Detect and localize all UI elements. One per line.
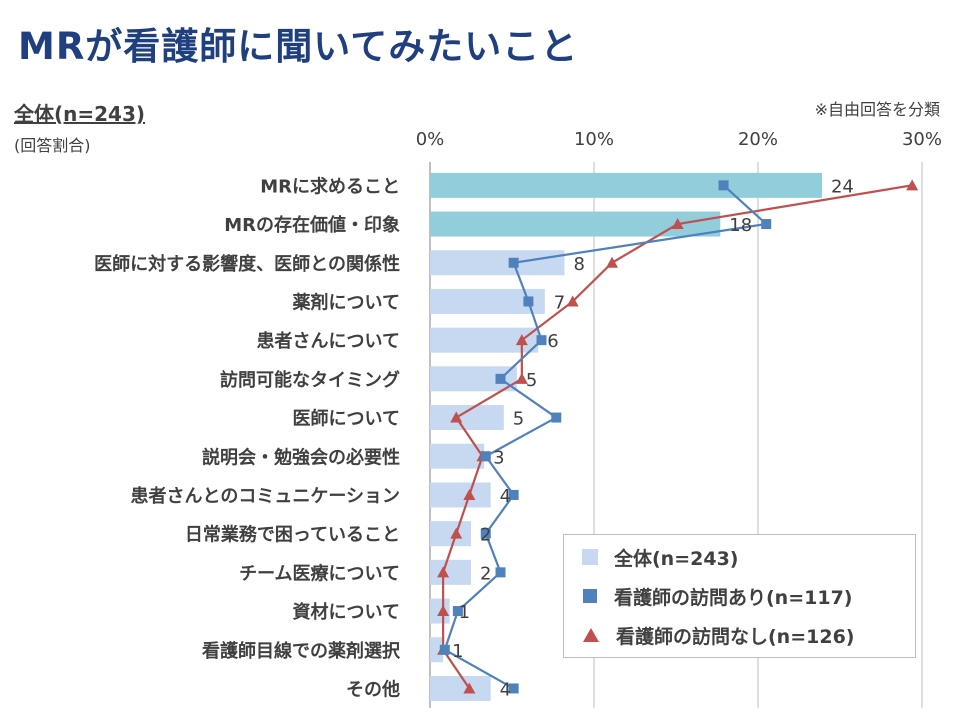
data-point (480, 451, 491, 462)
data-point (463, 682, 476, 694)
data-point (515, 334, 528, 346)
category-label: 薬剤について (293, 291, 400, 313)
bar (430, 559, 471, 585)
category-label: MRの存在価値・印象 (224, 214, 400, 236)
data-label: 1 (452, 641, 463, 662)
x-tick-label: 0% (416, 129, 445, 150)
data-label: 2 (480, 525, 491, 546)
series-line (443, 184, 769, 690)
data-point (450, 527, 463, 539)
data-label: 4 (500, 486, 511, 507)
data-point (495, 373, 506, 384)
category-label: 説明会・勉強会の必要性 (202, 446, 400, 468)
legend-label-not-visited: 看護師の訪問なし(n=126) (616, 625, 855, 648)
data-point (437, 566, 450, 578)
bar (430, 405, 504, 431)
bar (430, 675, 491, 701)
data-point (437, 605, 450, 617)
data-label: 24 (831, 176, 854, 197)
x-tick-label: 20% (738, 129, 778, 150)
sample-size-label: 全体(n=243) (14, 102, 146, 126)
legend-item-visited: 看護師の訪問あり(n=117) (582, 584, 853, 609)
data-label: 18 (729, 215, 752, 236)
data-point (508, 489, 519, 500)
chart-legend: 全体(n=243) 看護師の訪問あり(n=117) 看護師の訪問なし(n=126… (563, 534, 916, 658)
bar (430, 482, 491, 508)
data-label: 2 (480, 563, 491, 584)
x-tick-label: 10% (574, 129, 614, 150)
bar (430, 172, 822, 198)
category-label: 資材について (293, 601, 400, 623)
unit-note: (回答割合) (14, 136, 91, 155)
data-point (463, 488, 476, 500)
data-label: 7 (554, 292, 565, 313)
category-label: 看護師目線での薬剤選択 (201, 640, 401, 662)
classification-note: ※自由回答を分類 (814, 100, 940, 119)
category-label: 訪問可能なタイミング (220, 369, 400, 391)
category-label: 医師に対する影響度、医師との関係性 (94, 253, 400, 275)
data-point (480, 528, 491, 539)
series-line (442, 184, 913, 690)
data-point (515, 372, 528, 384)
bar (430, 443, 485, 469)
bar (430, 521, 471, 547)
legend-swatch-overall (582, 549, 598, 565)
data-label: 5 (513, 409, 524, 430)
legend-swatch-not-visited (583, 628, 599, 642)
data-point (508, 683, 519, 694)
data-label: 3 (493, 447, 504, 468)
legend-item-overall: 全体(n=243) (582, 545, 739, 570)
category-label: その他 (346, 678, 400, 700)
category-label: 医師について (293, 408, 400, 430)
bar (430, 211, 721, 237)
data-point (450, 411, 463, 423)
data-point (761, 219, 772, 230)
legend-label-visited: 看護師の訪問あり(n=117) (614, 586, 853, 609)
legend-label-overall: 全体(n=243) (614, 547, 739, 570)
bar (430, 250, 565, 276)
data-point (718, 180, 729, 191)
bar (430, 637, 444, 663)
data-point (523, 296, 534, 307)
bar (430, 598, 450, 624)
page-title: MRが看護師に聞いてみたいこと (18, 25, 579, 68)
data-point (508, 257, 519, 268)
data-label: 6 (547, 331, 558, 352)
data-point (452, 606, 463, 617)
data-point (536, 335, 547, 346)
category-label: 患者さんとのコミュニケーション (131, 486, 400, 507)
data-point (495, 567, 506, 578)
data-point (439, 644, 450, 655)
data-point (606, 256, 619, 268)
category-label: MRに求めること (260, 175, 400, 197)
category-label: 日常業務で困っていること (185, 524, 400, 546)
category-label: チーム医療について (239, 562, 400, 584)
data-point (551, 412, 562, 423)
data-label: 1 (459, 602, 470, 623)
data-point (566, 295, 579, 307)
data-point (906, 179, 919, 191)
legend-swatch-visited (583, 589, 597, 603)
data-label: 5 (526, 370, 537, 391)
data-point (671, 218, 684, 230)
x-tick-label: 30% (902, 129, 942, 150)
data-label: 4 (500, 679, 511, 700)
category-label: 患者さんについて (257, 331, 400, 352)
data-label: 8 (573, 254, 584, 275)
legend-item-not-visited: 看護師の訪問なし(n=126) (582, 623, 855, 648)
